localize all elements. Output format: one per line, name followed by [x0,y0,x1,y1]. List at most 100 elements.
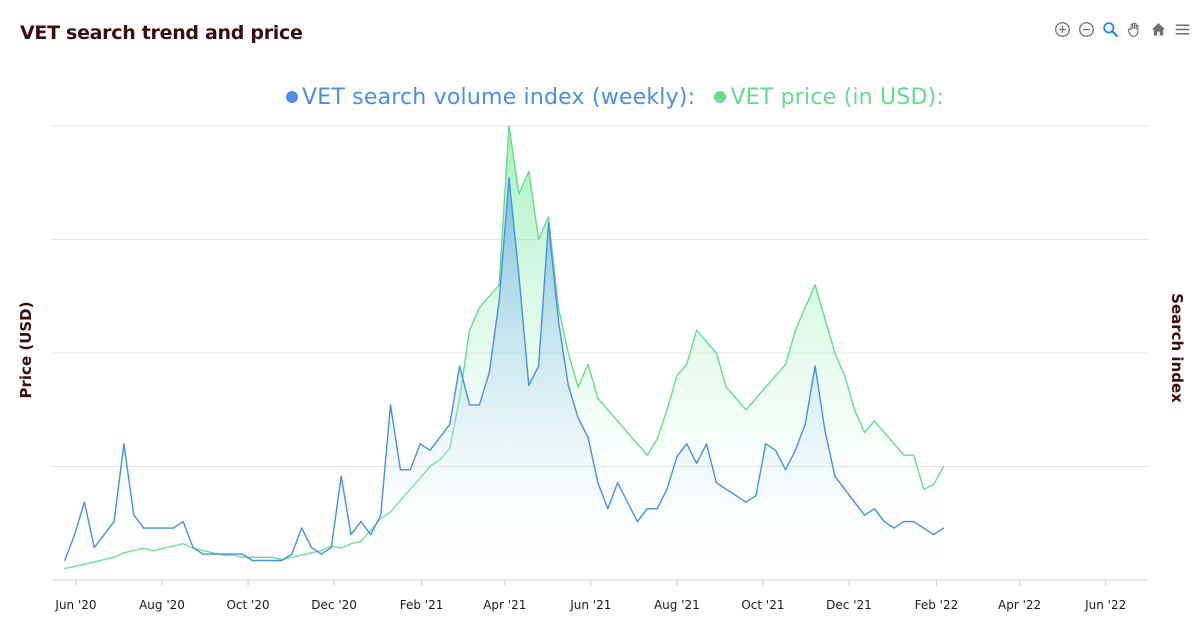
search-volume-point [557,319,560,322]
price-point [567,352,570,354]
legend-marker-search [285,91,298,103]
chart-toolbar [1053,20,1192,39]
search-volume-point [320,553,323,555]
price-point [676,374,678,377]
search-volume-point [73,533,76,536]
search-volume-point [488,371,491,374]
legend-label-price: VET price (in USD): [730,84,945,110]
search-volume-point [834,475,836,478]
search-volume-point [587,436,589,439]
search-volume-point [636,520,639,523]
price-point [488,295,491,298]
search-volume-point [221,553,224,555]
price-point [498,284,500,286]
search-volume-point [113,520,115,523]
search-volume-point [152,527,155,529]
search-volume-point [774,449,777,452]
search-volume-point [528,384,530,387]
chart-legend: VET search volume index (weekly): VET pr… [0,84,1200,110]
x-tick-label: Aug '20 [139,598,185,612]
price-point [913,454,915,457]
price-point [705,340,708,343]
search-volume-point [853,501,856,504]
price-point [735,397,737,400]
search-volume-point [508,177,510,179]
search-volume-point [607,507,609,510]
search-volume-point [83,501,86,504]
search-volume-point [429,449,431,452]
price-point [942,465,945,468]
price-point [774,374,777,377]
menu-icon[interactable] [1173,20,1192,39]
search-volume-point [162,527,165,529]
search-volume-point [715,481,718,484]
search-volume-point [172,527,175,529]
price-point [764,386,767,388]
price-point [804,306,806,309]
price-point [745,409,747,411]
pan-icon[interactable] [1125,20,1144,39]
search-volume-point [685,443,688,445]
price-point [508,125,510,127]
search-volume-point [103,533,105,536]
price-point [537,238,540,241]
search-volume-point [646,507,649,510]
zoom-out-icon[interactable] [1077,20,1096,39]
search-volume-point [735,494,737,497]
search-volume-point [281,559,283,562]
legend-item-price[interactable]: VET price (in USD): [714,85,944,110]
search-volume-point [843,488,846,491]
search-volume-point [883,520,885,523]
search-volume-point [330,546,333,549]
search-volume-point [873,507,876,510]
price-point [547,216,550,218]
zoom-select-icon[interactable] [1101,20,1120,39]
price-line [64,125,945,570]
price-point [824,318,826,320]
search-volume-point [676,456,678,458]
search-volume-point [814,365,816,367]
search-volume-point [577,417,579,419]
price-point [478,306,481,309]
price-point [863,431,866,434]
price-point [814,284,816,286]
search-volume-point [192,546,194,549]
price-point [626,431,629,434]
search-volume-point [241,553,244,555]
price-point [518,193,520,195]
search-volume-point [478,404,481,406]
search-volume-point [705,443,708,445]
price-point [587,363,589,366]
legend-item-search[interactable]: VET search volume index (weekly): [285,84,696,110]
price-point [607,409,609,411]
home-icon[interactable] [1149,20,1168,39]
search-volume-point [626,501,629,504]
search-volume-point [449,423,451,426]
price-point [883,431,885,434]
search-volume-point [745,501,747,504]
search-volume-point [389,404,392,406]
search-volume-point [291,553,293,555]
search-volume-point [261,559,264,562]
price-point [755,397,757,400]
price-point [202,549,204,552]
search-volume-point [133,514,135,516]
search-volume-point [142,527,145,529]
search-volume-point [755,494,757,497]
price-point [794,329,797,332]
search-volume-point [794,449,797,452]
price-point [251,556,254,559]
price-point [853,409,856,411]
search-volume-point [409,468,412,471]
search-volume-point [695,462,698,465]
x-tick-label: Apr '21 [483,598,526,612]
price-point [370,529,372,531]
price-point [212,552,214,554]
search-volume-point [824,430,826,432]
search-volume-point [310,546,313,549]
legend-label-search: VET search volume index (weekly): [301,84,696,110]
zoom-in-icon[interactable] [1053,20,1072,39]
price-point [903,454,905,457]
x-axis: Jun '20 Aug '20 Oct '20 Dec '20 Feb '21 Apr '… [54,580,1126,612]
